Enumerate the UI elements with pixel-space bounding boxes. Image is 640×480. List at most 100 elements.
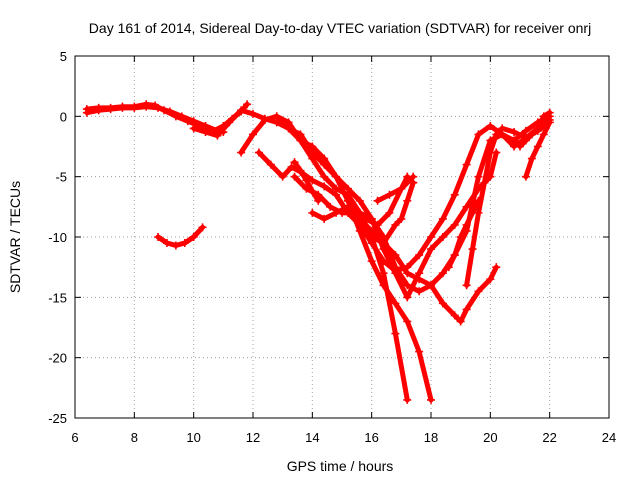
data-point-marker [510, 136, 519, 145]
data-point-marker [533, 124, 542, 133]
data-point-marker [397, 184, 406, 193]
data-point-marker [198, 223, 207, 232]
x-tick-label: 16 [364, 430, 378, 445]
data-point-marker [237, 148, 246, 157]
data-point-marker [391, 299, 400, 308]
x-tick-label: 8 [131, 430, 138, 445]
data-point-marker [106, 103, 115, 112]
data-point-marker [450, 190, 459, 199]
series-trace [238, 113, 434, 403]
data-point-marker [486, 121, 495, 130]
series-arc-16 [521, 118, 554, 181]
data-point-marker [278, 172, 287, 181]
data-point-marker [171, 241, 180, 250]
data-point-marker [533, 142, 542, 151]
data-point-marker [82, 105, 91, 114]
data-point-marker [462, 160, 471, 169]
data-point-marker [284, 124, 293, 133]
data-point-marker [521, 136, 530, 145]
data-point-marker [237, 106, 246, 115]
data-point-marker [308, 208, 317, 217]
data-point-marker [492, 130, 501, 139]
data-point-marker [427, 245, 435, 254]
x-tick-label: 22 [542, 430, 556, 445]
series-trace [191, 107, 410, 403]
data-point-marker [456, 233, 465, 241]
data-point-marker [367, 257, 376, 266]
data-point-marker [290, 158, 299, 167]
x-axis-label: GPS time / hours [287, 458, 394, 474]
x-tick-label: 10 [186, 430, 200, 445]
data-point-marker [415, 287, 424, 296]
x-tick-label: 12 [246, 430, 260, 445]
data-point-marker [403, 269, 412, 278]
data-point-marker [379, 269, 388, 278]
data-point-marker [456, 317, 465, 326]
data-point-marker [474, 287, 483, 296]
data-point-marker [260, 115, 269, 124]
data-point-marker [243, 100, 252, 109]
data-point-marker [397, 214, 406, 223]
data-point-marker [391, 220, 400, 229]
data-point-marker [249, 130, 257, 139]
data-point-marker [539, 130, 548, 139]
series-layer [82, 100, 554, 404]
data-point-marker [403, 395, 412, 404]
data-point-marker [367, 214, 376, 223]
data-point-marker [213, 131, 222, 140]
data-point-marker [355, 196, 364, 205]
data-point-marker [249, 109, 257, 118]
y-tick-label: -25 [48, 411, 67, 426]
data-point-marker [151, 101, 160, 110]
data-point-marker [444, 263, 453, 272]
data-point-marker [403, 317, 412, 326]
data-point-marker [385, 208, 394, 217]
data-point-marker [474, 172, 483, 181]
data-point-marker [486, 148, 495, 157]
data-point-marker [468, 245, 477, 254]
data-point-marker [450, 251, 459, 260]
data-point-marker [171, 112, 180, 121]
data-point-marker [462, 220, 471, 229]
data-point-marker [527, 154, 536, 163]
data-point-marker [302, 176, 311, 185]
data-point-marker [332, 172, 341, 181]
data-point-marker [539, 112, 548, 121]
data-point-marker [462, 281, 471, 290]
data-point-marker [492, 263, 501, 272]
data-point-marker [94, 103, 103, 112]
data-point-marker [462, 202, 471, 211]
series-arc-2 [82, 100, 252, 137]
data-point-marker [154, 233, 163, 241]
data-point-marker [332, 190, 341, 199]
data-point-marker [254, 148, 263, 157]
data-point-marker [450, 220, 459, 229]
series-arc-14 [444, 196, 483, 272]
data-point-marker [403, 281, 412, 290]
data-point-marker [427, 395, 435, 404]
data-point-marker [343, 184, 352, 193]
data-point-marker [403, 172, 412, 181]
data-point-marker [403, 196, 412, 205]
data-point-marker [438, 299, 447, 308]
data-point-marker [427, 281, 435, 290]
y-tick-label: -5 [55, 170, 67, 185]
x-tick-label: 14 [305, 430, 319, 445]
data-point-marker [545, 108, 554, 117]
x-tick-label: 24 [602, 430, 616, 445]
data-point-marker [474, 208, 483, 217]
data-point-marker [379, 281, 388, 290]
y-tick-label: -20 [48, 351, 67, 366]
series-trace [155, 224, 206, 248]
x-tick-label: 6 [71, 430, 78, 445]
data-point-marker [474, 130, 483, 139]
data-point-marker [225, 118, 234, 127]
data-point-marker [266, 160, 275, 169]
data-point-marker [201, 128, 210, 137]
data-point-marker [189, 124, 198, 133]
series-arc-5 [237, 112, 435, 404]
data-point-marker [415, 275, 424, 284]
data-point-marker [287, 163, 296, 172]
series-arc-3 [154, 223, 207, 250]
